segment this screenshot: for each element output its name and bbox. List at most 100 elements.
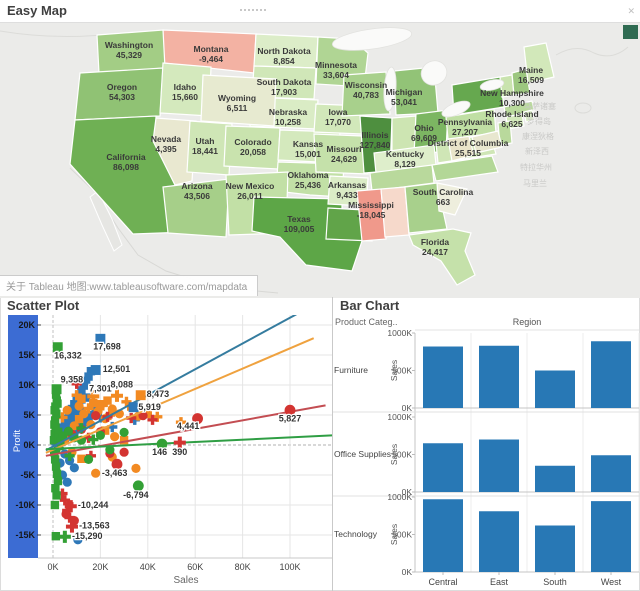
bar-office-supplies-east[interactable] <box>479 439 519 493</box>
svg-text:127,840: 127,840 <box>360 140 391 150</box>
bar-y-tick: 0K <box>402 567 413 577</box>
y-tick-label: -5K <box>20 470 35 480</box>
lake-shape <box>441 100 471 118</box>
svg-text:New Hampshire: New Hampshire <box>480 88 544 98</box>
state-nv[interactable] <box>152 117 197 186</box>
svg-text:Oklahoma: Oklahoma <box>287 170 328 180</box>
bar-technology-east[interactable] <box>479 511 519 572</box>
svg-text:109,005: 109,005 <box>284 224 315 234</box>
bar-technology-west[interactable] <box>591 501 631 572</box>
bar-y-tick: 500K <box>392 530 412 540</box>
state-sc[interactable] <box>436 182 468 216</box>
state-mo[interactable] <box>313 133 369 175</box>
bar-technology-central[interactable] <box>423 499 463 572</box>
bar-x-label: South <box>543 577 567 587</box>
close-icon[interactable]: ✕ <box>627 6 635 16</box>
svg-text:New Mexico: New Mexico <box>226 181 275 191</box>
svg-text:24,629: 24,629 <box>331 154 357 164</box>
state-me[interactable] <box>523 42 555 84</box>
x-tick-label: 0K <box>47 562 58 572</box>
svg-text:Minnesota: Minnesota <box>315 60 357 70</box>
state-nh[interactable] <box>511 68 531 96</box>
bar-furniture-central[interactable] <box>423 346 463 409</box>
map-attribution: 关于 Tableau 地图:www.tableausoftware.com/ma… <box>0 275 259 296</box>
svg-text:8,854: 8,854 <box>273 56 295 66</box>
svg-text:17,070: 17,070 <box>325 117 351 127</box>
y-tick-label: 20K <box>18 320 35 330</box>
bar-x-label: West <box>601 577 622 587</box>
bar-technology-south[interactable] <box>535 525 575 573</box>
point-label: -13,563 <box>79 520 110 530</box>
row-label: Technology <box>334 529 378 539</box>
svg-text:Illinois: Illinois <box>362 130 389 140</box>
row-header: Product Categ.. <box>335 317 398 327</box>
state-ga[interactable] <box>404 182 448 234</box>
svg-text:Kansas: Kansas <box>293 139 324 149</box>
state-or[interactable] <box>74 67 164 121</box>
svg-text:33,604: 33,604 <box>323 70 349 80</box>
point-label: 17,698 <box>93 342 121 352</box>
bar-y-tick: 500K <box>392 450 412 460</box>
svg-text:Rhode Island: Rhode Island <box>485 109 538 119</box>
state-wy[interactable] <box>200 74 277 127</box>
bar-furniture-east[interactable] <box>479 345 519 408</box>
ocean-label: 马里兰 <box>523 178 547 188</box>
bar-y-tick: 1000K <box>387 328 412 338</box>
svg-text:15,660: 15,660 <box>172 92 198 102</box>
map-panel: Easy Map ✕ Washington 45,329 Oregon 54,303 C… <box>0 3 640 298</box>
x-tick-label: 60K <box>187 562 203 572</box>
svg-text:6,511: 6,511 <box>227 103 248 113</box>
scatter-points[interactable] <box>45 315 332 545</box>
svg-text:Florida: Florida <box>421 237 450 247</box>
svg-text:-18,045: -18,045 <box>357 210 386 220</box>
bar-furniture-west[interactable] <box>591 341 631 408</box>
svg-text:North Dakota: North Dakota <box>257 46 311 56</box>
state-az[interactable] <box>162 178 230 238</box>
point-label: 390 <box>172 447 187 457</box>
bar-office-supplies-west[interactable] <box>591 455 631 492</box>
svg-text:15,001: 15,001 <box>295 149 321 159</box>
state-wi[interactable] <box>341 71 391 117</box>
state-ma[interactable] <box>503 100 535 118</box>
svg-text:Arizona: Arizona <box>181 181 212 191</box>
y-axis-label: Profit <box>12 430 23 453</box>
point-label: 16,332 <box>54 351 82 361</box>
y-tick-label: -10K <box>15 500 35 510</box>
svg-text:86,098: 86,098 <box>113 162 139 172</box>
state-mde[interactable] <box>471 130 503 154</box>
bar-office-supplies-south[interactable] <box>535 465 575 492</box>
state-nc[interactable] <box>431 155 499 182</box>
ocean-label: 罗得岛 <box>527 116 551 126</box>
svg-text:25,436: 25,436 <box>295 180 321 190</box>
x-tick-label: 80K <box>235 562 251 572</box>
svg-text:20,058: 20,058 <box>240 147 266 157</box>
x-axis-label: Sales <box>173 575 198 586</box>
bar-office-supplies-central[interactable] <box>423 443 463 492</box>
state-ri[interactable] <box>523 109 535 123</box>
ocean-label: 新泽西 <box>525 146 549 156</box>
y-tick-label: 0K <box>23 440 35 450</box>
profit-axis-band[interactable] <box>8 315 38 558</box>
svg-text:45,329: 45,329 <box>116 50 142 60</box>
svg-text:District of Columbia: District of Columbia <box>428 138 509 148</box>
y-tick-label: 10K <box>18 380 35 390</box>
state-ms[interactable] <box>356 188 387 242</box>
bar-furniture-south[interactable] <box>535 370 575 409</box>
drag-grip-icon[interactable] <box>240 9 266 11</box>
state-fl[interactable] <box>408 228 476 286</box>
ocean-label: 特拉华州 <box>520 162 552 172</box>
lake-shape <box>479 79 505 91</box>
point-label: 5,827 <box>279 414 302 424</box>
svg-text:54,303: 54,303 <box>109 92 135 102</box>
